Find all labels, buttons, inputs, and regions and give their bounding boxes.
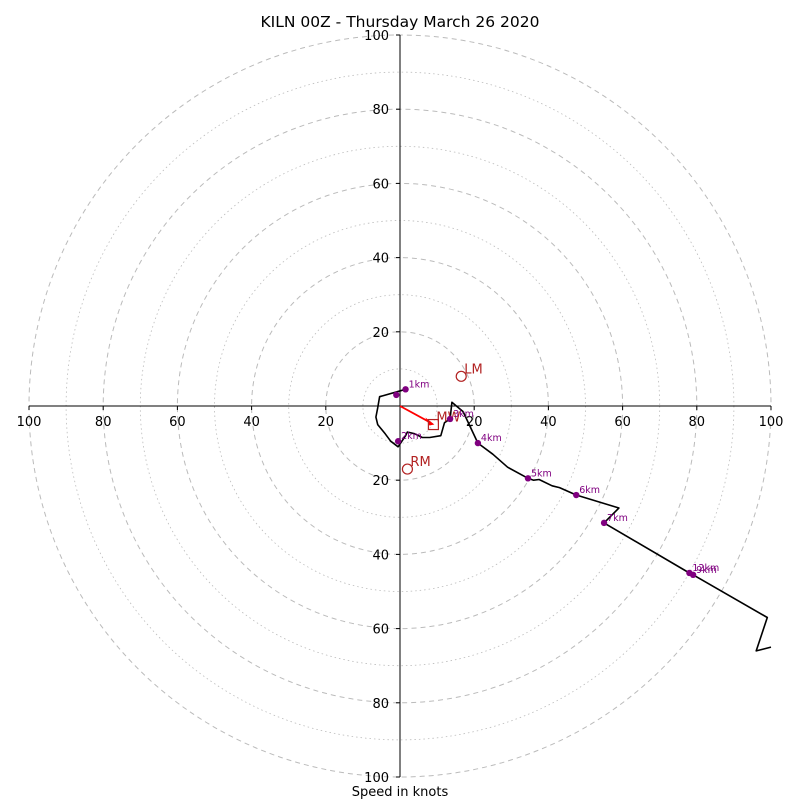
right-mover-marker [401, 463, 414, 475]
y-tick-label: 20 [372, 326, 389, 341]
chart-title: KILN 00Z - Thursday March 26 2020 [261, 13, 540, 31]
hodograph-trace [375, 388, 772, 652]
x-tick-label: 20 [318, 415, 335, 430]
height-point [446, 415, 454, 423]
tick-labels: 1001008080606040402020202040406060808010… [17, 29, 784, 786]
x-tick-label: 60 [169, 415, 186, 430]
x-axis-label: Speed in knots [352, 785, 449, 800]
y-tick-label: 80 [372, 697, 389, 712]
left-mover-marker [455, 370, 467, 382]
x-tick-label: 100 [17, 415, 42, 430]
x-tick-label: 100 [759, 415, 784, 430]
height-label: 2km [401, 431, 422, 442]
height-point [474, 439, 482, 447]
mean-wind-arrow [399, 405, 431, 424]
height-label: 4km [481, 433, 502, 444]
mean-wind-marker [427, 418, 439, 431]
height-point [573, 491, 580, 499]
height-point [600, 519, 608, 527]
y-tick-label: 40 [372, 252, 389, 267]
y-tick-label: 40 [372, 548, 389, 563]
storm-motion-label: LM [464, 362, 482, 377]
height-label: 12km [692, 563, 719, 574]
hodograph-line [375, 388, 772, 652]
height-point [402, 386, 409, 393]
height-point [689, 571, 697, 579]
y-tick-label: 80 [372, 103, 389, 118]
height-label: 9km [696, 565, 717, 576]
height-label: 7km [607, 513, 628, 524]
height-label: 1km [409, 379, 430, 390]
x-tick-label: 40 [243, 415, 260, 430]
x-tick-label: 80 [689, 415, 706, 430]
height-point [394, 438, 402, 445]
height-label: 3km [453, 409, 474, 420]
x-tick-label: 80 [95, 415, 112, 430]
y-tick-label: 60 [372, 623, 389, 638]
mean-wind-arrowhead [425, 417, 435, 426]
height-label: 5km [531, 468, 552, 479]
height-point [524, 475, 532, 482]
x-tick-label: 40 [540, 415, 557, 430]
height-point [393, 391, 400, 399]
y-tick-label: 100 [364, 29, 389, 44]
storm-motion-label: RM [410, 455, 430, 470]
y-tick-label: 20 [372, 474, 389, 489]
y-tick-label: 60 [372, 177, 389, 192]
y-tick-label: 100 [364, 771, 389, 786]
height-label: 6km [579, 485, 600, 496]
x-tick-label: 60 [614, 415, 631, 430]
